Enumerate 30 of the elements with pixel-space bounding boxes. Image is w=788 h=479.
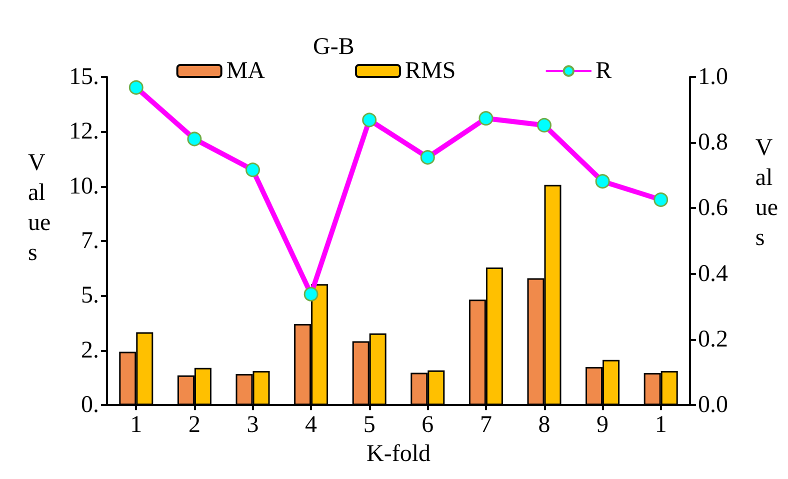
x-tick-label: 4 (305, 412, 318, 438)
legend-label: RMS (404, 58, 456, 84)
x-tick-label: 8 (538, 412, 550, 438)
y-axis-title: Values (28, 150, 51, 266)
y-tick-label: 0. (81, 392, 99, 418)
y2-tick-label: 1.0 (698, 64, 728, 90)
x-tick-label: 1 (654, 412, 667, 438)
y2-tick-label: 0.4 (698, 260, 728, 287)
x-tick-label: 3 (246, 412, 259, 438)
y2-tick-label: 0.8 (698, 130, 728, 156)
y2-tick-label: 0.2 (698, 326, 728, 352)
x-axis-title: K-fold (366, 441, 430, 467)
x-tick-label: 9 (596, 412, 609, 438)
y-tick-label: 7. (81, 228, 99, 254)
y2-tick-label: 0.0 (698, 392, 728, 418)
y2-axis-title: Values (755, 135, 778, 251)
legend-label: MA (226, 58, 266, 84)
y-tick-label: 12. (69, 118, 99, 145)
chart-title: G-B (313, 34, 354, 60)
y-tick-label: 15. (69, 64, 99, 90)
y2-tick-label: 0.6 (698, 195, 728, 222)
x-tick-label: 7 (480, 412, 492, 438)
x-tick-label: 6 (422, 412, 434, 438)
legend-label: R (596, 58, 612, 84)
y-tick-label: 10. (69, 173, 99, 200)
x-tick-label: 5 (363, 412, 376, 438)
x-tick-label: 1 (130, 412, 142, 438)
x-tick-label: 2 (188, 412, 200, 438)
y-tick-label: 5. (81, 282, 99, 309)
y-tick-label: 2. (81, 337, 99, 364)
